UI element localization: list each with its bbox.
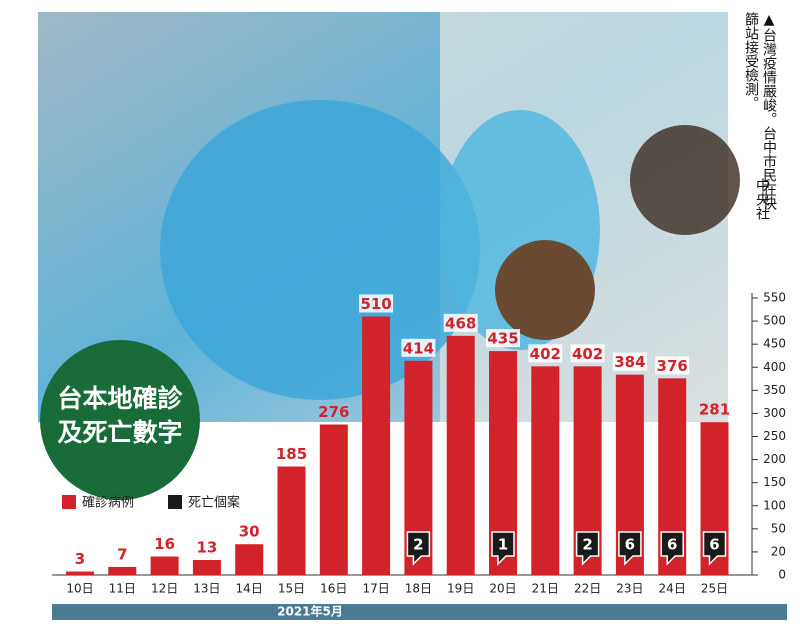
value-label-bg: [655, 356, 690, 375]
value-label: 276: [318, 403, 349, 421]
value-label-bg: [570, 344, 605, 363]
bar: [192, 559, 221, 575]
bar: [446, 335, 475, 575]
y-tick-label: 550: [763, 291, 786, 305]
x-tick-label: 13日: [193, 582, 220, 596]
death-marker: [406, 531, 431, 566]
x-tick-label: 11日: [109, 582, 136, 596]
photo: [160, 100, 480, 400]
y-tick-label: 20: [771, 544, 786, 558]
value-label: 435: [487, 330, 518, 348]
x-tick-label: 22日: [574, 582, 601, 596]
bar: [362, 316, 391, 575]
value-label: 13: [196, 538, 217, 556]
value-label: 402: [572, 345, 603, 363]
x-tick-label: 16日: [320, 582, 347, 596]
y-tick-label: 0: [778, 568, 786, 582]
legend-swatch: [62, 495, 76, 509]
value-label: 510: [360, 295, 391, 313]
x-tick-label: 20日: [489, 582, 516, 596]
value-label: 7: [117, 545, 127, 563]
x-tick-label: 18日: [405, 582, 432, 596]
value-label-bg: [401, 338, 436, 357]
y-tick-label: 100: [763, 498, 786, 512]
value-label-bg: [612, 352, 647, 371]
legend-label: 死亡個案: [188, 496, 240, 511]
y-tick-label: 500: [763, 314, 786, 328]
x-tick-label: 12日: [151, 582, 178, 596]
death-marker: [660, 531, 684, 566]
value-label: 185: [276, 445, 307, 463]
value-label: 468: [445, 314, 476, 332]
legend-swatch: [168, 495, 182, 509]
death-label: 6: [667, 536, 677, 554]
x-tick-label: 25日: [701, 582, 728, 596]
credit: 中央社: [754, 178, 770, 220]
value-label: 402: [530, 345, 561, 363]
y-tick-label: 150: [763, 475, 786, 489]
y-tick-label: 200: [763, 452, 786, 466]
title-badge: [40, 340, 200, 500]
x-label: 2021年5月: [277, 604, 343, 619]
value-label: 281: [699, 401, 730, 419]
value-label: 30: [239, 523, 260, 541]
value-label: 376: [657, 357, 688, 375]
x-tick-label: 21日: [532, 582, 559, 596]
value-label-bg: [443, 313, 478, 332]
death-label: 2: [413, 536, 423, 554]
value-label: 3: [75, 550, 85, 568]
bar: [108, 566, 137, 575]
bar: [277, 466, 306, 575]
death-label: 1: [498, 536, 508, 554]
bar: [150, 556, 179, 575]
x-tick-label: 10日: [66, 582, 93, 596]
chart-title: 台本地確診及死亡數字: [57, 384, 183, 447]
bar: [235, 544, 264, 575]
x-tick-label: 14日: [236, 582, 263, 596]
death-label: 6: [625, 536, 635, 554]
y-tick-label: 250: [763, 429, 786, 443]
death-label: 6: [709, 536, 719, 554]
y-tick-label: 300: [763, 406, 786, 420]
y-tick-label: 400: [763, 360, 786, 374]
value-label: 384: [614, 353, 645, 371]
y-tick-label: 50: [771, 521, 786, 535]
x-tick-label: 17日: [362, 582, 389, 596]
death-marker: [575, 531, 600, 566]
photo: [495, 240, 595, 340]
x-tick-label: 19日: [447, 582, 474, 596]
caption: ▲台灣疫情嚴峻。台中市民在快篩站接受檢測。: [743, 12, 777, 210]
value-label: 16: [154, 535, 175, 553]
death-marker: [618, 531, 642, 566]
y-tick-label: 350: [763, 383, 786, 397]
death-marker: [702, 531, 727, 566]
photo: [630, 125, 740, 235]
x-tick-label: 15日: [278, 582, 305, 596]
legend-label: 確診病例: [82, 495, 134, 511]
value-label-bg: [528, 344, 563, 363]
bar: [319, 424, 348, 575]
bar: [531, 366, 560, 575]
x-bar: [52, 604, 787, 620]
y-tick-label: 450: [763, 337, 786, 351]
bar: [66, 571, 94, 575]
death-marker: [491, 531, 515, 566]
death-label: 2: [582, 536, 592, 554]
x-tick-label: 24日: [659, 582, 686, 596]
value-label: 414: [403, 339, 434, 357]
value-label-bg: [486, 329, 520, 348]
value-label-bg: [359, 294, 394, 313]
x-tick-label: 23日: [616, 582, 643, 596]
